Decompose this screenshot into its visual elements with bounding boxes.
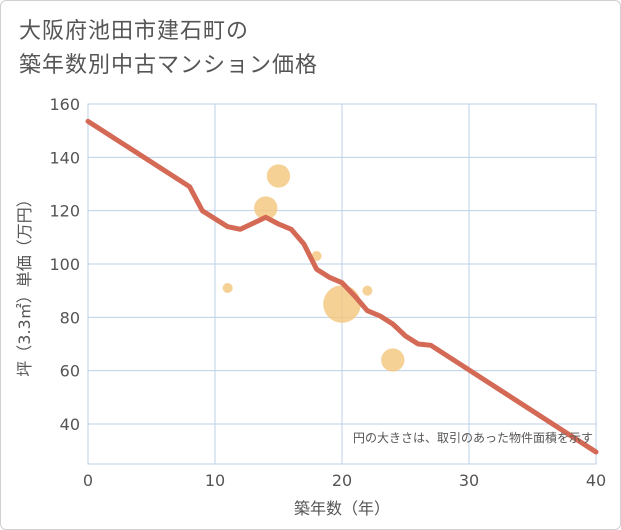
chart-title-line-2: 築年数別中古マンション価格 (19, 53, 319, 78)
y-tick-label-120: 120 (49, 202, 80, 221)
x-tick-label-0: 0 (83, 471, 93, 490)
trend-line (85, 118, 599, 455)
bubble-point-3 (266, 164, 291, 188)
x-axis-label: 築年数（年） (294, 499, 390, 518)
bubble-point-1 (222, 283, 233, 293)
y-tick-label-140: 140 (49, 148, 80, 167)
chart-title-line-1: 大阪府池田市建石町の (19, 19, 250, 44)
bubble-point-2 (254, 196, 278, 220)
bubble-point-6 (362, 285, 373, 296)
y-tick-label-60: 60 (60, 362, 80, 381)
y-tick-label-80: 80 (60, 308, 80, 327)
y-tick-label-100: 100 (49, 255, 80, 274)
chart-title: 大阪府池田市建石町の 築年数別中古マンション価格 (19, 15, 318, 83)
trend-line-series (85, 118, 599, 455)
y-axis-ticks: 40 60 80 100 120 140 160 (49, 95, 80, 434)
bubble-size-note: 円の大きさは、取引のあった物件面積を示す (353, 430, 593, 445)
x-axis-ticks: 0 10 20 30 40 (83, 471, 606, 490)
bubble-point-4 (311, 251, 322, 261)
x-tick-label-10: 10 (205, 471, 225, 490)
bubble-point-5 (323, 285, 361, 323)
y-tick-label-40: 40 (60, 415, 80, 434)
x-tick-label-20: 20 (332, 471, 352, 490)
x-tick-label-30: 30 (459, 471, 479, 490)
y-tick-label-160: 160 (49, 95, 80, 114)
x-tick-label-40: 40 (586, 471, 606, 490)
bubble-point-7 (381, 348, 405, 372)
y-axis-label: 坪（3.3㎡）単価（万円） (15, 191, 34, 376)
